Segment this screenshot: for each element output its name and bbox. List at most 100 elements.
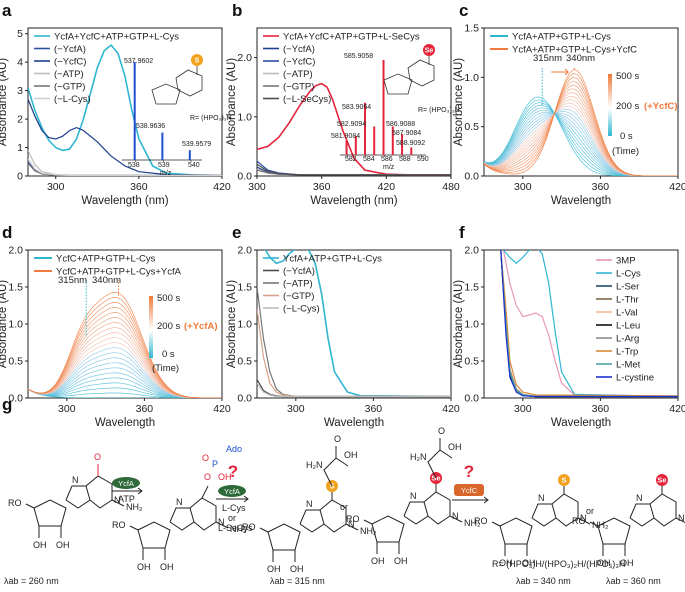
cys-adduct-n7: N — [306, 499, 313, 509]
sec-adduct-imidazole — [403, 501, 429, 525]
panel-label-d: d — [2, 223, 12, 242]
cys-adduct-n3: N — [348, 519, 355, 529]
panel-b-series — [257, 82, 451, 176]
panel-label-c: c — [459, 1, 468, 20]
thio-product-nh2-bond — [577, 517, 591, 525]
enzyme-ycfc — [454, 484, 484, 496]
inset-a-tick-538: 538 — [128, 162, 140, 169]
series-line-5 — [28, 158, 222, 176]
legend-entry-4: L-Val — [616, 308, 637, 319]
sec-adduct-oh2: OH — [394, 556, 408, 566]
sec-chain — [427, 449, 453, 479]
thio-product-x-label: S — [561, 476, 566, 485]
reagent-lcys: L-Cys — [222, 503, 246, 513]
panel-label-f: f — [459, 223, 465, 242]
scheme-or-2: or — [586, 506, 594, 516]
arrow-2-head — [243, 495, 249, 503]
inset-a-tick-540: 540 — [188, 162, 200, 169]
time-trace-21 — [484, 69, 678, 176]
y-tick-label: 2.0 — [464, 245, 479, 257]
y-tick-label: 0.5 — [464, 356, 479, 368]
thio-product-oh1: OH — [499, 558, 513, 568]
reagent-atp: ATP — [118, 494, 135, 504]
seleno-product-ribose — [597, 517, 631, 545]
gmp-ribose — [33, 499, 67, 527]
time-trace-2 — [484, 102, 678, 176]
adenyl-o-label: O — [204, 472, 211, 482]
adenyl-ribose — [137, 521, 171, 549]
inset-a-peak-2: 538.9636 — [136, 123, 165, 130]
panel-e-series — [257, 250, 451, 398]
seleno-product-n7: N — [636, 493, 643, 503]
panel-e-chart: 300 360 420 0.0 0.5 1.0 1.5 2.0 Wavelength Absorb… — [226, 245, 460, 430]
panel-label-a: a — [2, 1, 12, 20]
adenyl-ado: Ado — [226, 444, 242, 454]
x-tick-label: 300 — [514, 403, 532, 415]
enzyme-ycfa-2-label: YcfA — [224, 487, 240, 496]
x-axis-label: Wavelength — [551, 417, 611, 429]
y-tick-label: 2.0 — [237, 245, 252, 257]
gmp-nh2: NH₂ — [126, 502, 143, 512]
series-line-3 — [257, 309, 451, 398]
panel-label-e: e — [232, 223, 241, 242]
legend-entry-2: L-Ser — [616, 282, 639, 293]
time-trace-0 — [484, 96, 678, 176]
inset-structure: Se — [383, 44, 435, 95]
legend-entry-0: 3MP — [616, 256, 636, 267]
panel-c-chart: 300 360 420 0.0 0.5 1.0 1.5 Wavelength Absorbanc… — [453, 23, 685, 208]
y-axis-label: Absorbance (AU) — [226, 58, 238, 146]
gmp-o: O — [94, 452, 101, 462]
y-tick-label: 1.0 — [8, 319, 23, 331]
legend-entry-3: L-Thr — [616, 295, 639, 306]
adenyl-c5 — [129, 525, 139, 531]
y-tick-label: 1.5 — [464, 282, 479, 294]
x-tick-label: 480 — [442, 181, 460, 193]
y-tick-label: 1.0 — [464, 72, 479, 84]
series-line-7 — [500, 250, 678, 397]
purine-ring — [175, 69, 203, 97]
d-ann-500s: 500 s — [157, 293, 180, 304]
time-colorbar — [149, 296, 153, 358]
series-line-2 — [28, 98, 222, 176]
c-ann-time: (Time) — [612, 146, 639, 157]
sulfur-atom-icon — [191, 54, 203, 66]
c-ann-315: 315nm — [533, 53, 562, 64]
d-ann-0s: 0 s — [162, 349, 175, 360]
adenyl-nh2: NH₂ — [230, 524, 247, 534]
sec-adduct-n3: N — [452, 511, 459, 521]
time-trace-0 — [28, 388, 222, 398]
time-trace-21 — [28, 291, 222, 398]
y-tick-label: 0.5 — [8, 356, 23, 368]
adenyl-pyrimidine — [189, 497, 217, 531]
time-trace-3 — [484, 105, 678, 176]
panel-c-frame — [483, 27, 679, 177]
charts-layer: 300 360 420 0 1 2 3 4 5 Wavelength (nm) Absorbance… — [0, 23, 685, 430]
y-axis-label: Absorbance (AU) — [453, 280, 465, 368]
reaction-scheme: ROOHOHNNNH₂ONHλab = 260 nmYcfAATPROOHOHN… — [4, 426, 685, 586]
c-ann-plus-ycfc: (+YcfC) — [644, 101, 678, 112]
series-line-1 — [502, 250, 678, 398]
inset-b-peak-583: 583.9064 — [342, 104, 371, 111]
x-tick-label: 300 — [47, 181, 65, 193]
legend-entry-4: (−L-Cys) — [283, 304, 320, 315]
x-tick-label: 420 — [213, 181, 231, 193]
y-tick-label: 3 — [17, 85, 23, 97]
x-axis-label: Wavelength — [95, 417, 155, 429]
y-tick-label: 1.5 — [8, 282, 23, 294]
inset-b-peak-582: 582.9094 — [337, 121, 366, 128]
enzyme-ycfa-2 — [218, 485, 246, 497]
sec-cooh: OH — [448, 442, 462, 452]
seleno-product-oh2: OH — [620, 558, 634, 568]
enzyme-ycfc-label: YcfC — [461, 486, 478, 495]
legend-entry-5: (−L-SeCys) — [283, 94, 331, 105]
sec-adduct-ro-label: RO — [346, 514, 360, 524]
thio-product-ro-label: RO — [474, 516, 488, 526]
inset-a-mz: m/z — [160, 170, 172, 177]
y-tick-label: 5 — [17, 28, 23, 40]
series-line-0 — [28, 43, 222, 176]
panel-f-chart: 300 360 420 0.0 0.5 1.0 1.5 2.0 Wavelength Absorb… — [453, 245, 685, 430]
lambda-360: λab = 360 nm — [606, 576, 661, 586]
x-tick-label: 420 — [669, 181, 685, 193]
panel-b-chart: 300 360 420 480 0.0 1.0 2.0 Wavelength (nm) Abso… — [226, 27, 460, 207]
seleno-product-oh1: OH — [597, 558, 611, 568]
